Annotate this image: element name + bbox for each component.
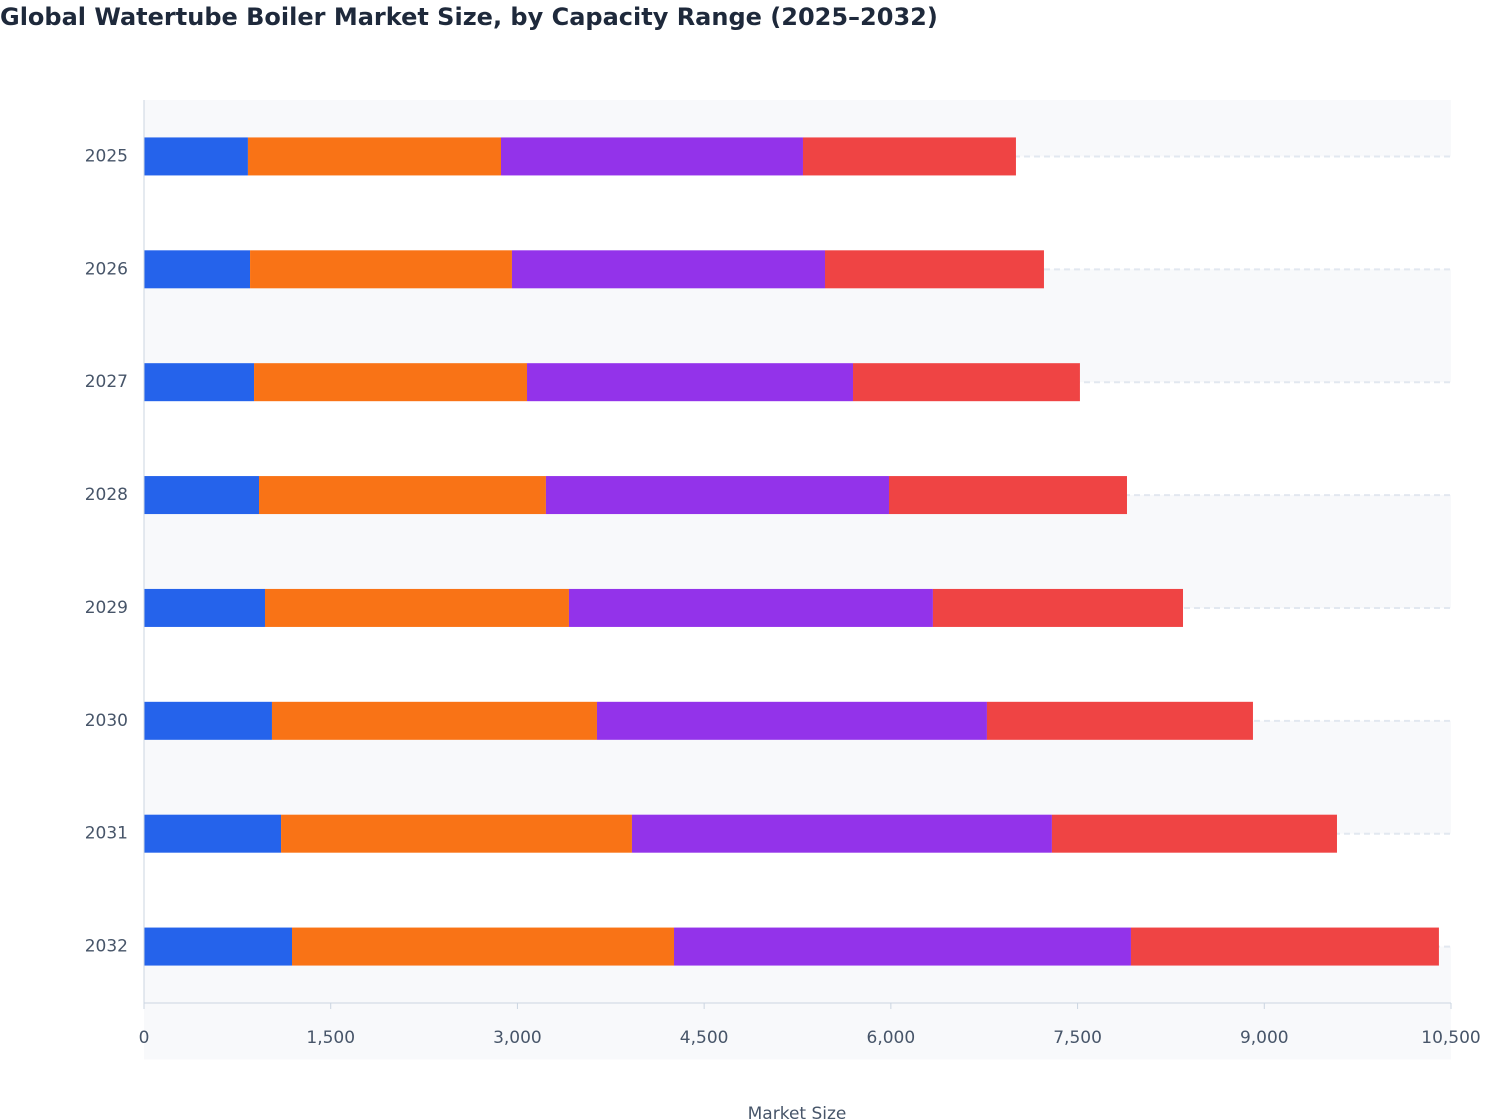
y-tick-label: 2030 bbox=[85, 711, 128, 731]
y-tick-label: 2031 bbox=[85, 824, 128, 844]
bar-segment bbox=[281, 814, 632, 853]
bar-segment bbox=[144, 250, 251, 289]
bar-segment bbox=[247, 137, 501, 176]
bar-segment bbox=[932, 588, 1184, 627]
y-tick-label: 2028 bbox=[85, 485, 128, 505]
bar-segment bbox=[596, 701, 987, 740]
bar-segment bbox=[144, 701, 272, 740]
bar-segment bbox=[825, 250, 1044, 289]
bar-segment bbox=[144, 588, 265, 627]
x-tick-label: 9,000 bbox=[1240, 1028, 1289, 1048]
bar-segment bbox=[1051, 814, 1337, 853]
bar-segment bbox=[292, 927, 675, 966]
x-tick-label: 10,500 bbox=[1421, 1028, 1480, 1048]
bar-segment bbox=[264, 588, 569, 627]
bar-segment bbox=[259, 476, 546, 515]
bar-segment bbox=[250, 250, 512, 289]
x-tick-label: 1,500 bbox=[306, 1028, 355, 1048]
bar-segment bbox=[1130, 927, 1439, 966]
bar-segment bbox=[500, 137, 803, 176]
y-tick-label: 2027 bbox=[85, 372, 128, 392]
y-tick-label: 2026 bbox=[85, 259, 128, 279]
bar-segment bbox=[545, 476, 889, 515]
y-tick-label: 2029 bbox=[85, 598, 128, 618]
y-tick-label: 2032 bbox=[85, 937, 128, 957]
bar-segment bbox=[888, 476, 1127, 515]
bar-segment bbox=[144, 927, 293, 966]
x-tick-label: 0 bbox=[139, 1028, 150, 1048]
bar-segment bbox=[271, 701, 597, 740]
bar-segment bbox=[254, 363, 528, 402]
y-tick-label: 2025 bbox=[85, 146, 128, 166]
bar-segment bbox=[986, 701, 1253, 740]
bar-segment bbox=[568, 588, 933, 627]
bar-segment bbox=[144, 814, 282, 853]
bar-segment bbox=[144, 137, 248, 176]
bar-segment bbox=[674, 927, 1131, 966]
bar-segment bbox=[144, 476, 260, 515]
x-axis-title: Market Size bbox=[748, 1104, 847, 1120]
bar-segment bbox=[853, 363, 1080, 402]
bar-segment bbox=[631, 814, 1052, 853]
x-tick-label: 4,500 bbox=[680, 1028, 729, 1048]
bar-segment bbox=[527, 363, 854, 402]
bar-segment bbox=[511, 250, 826, 289]
bar-segment bbox=[802, 137, 1016, 176]
x-tick-label: 3,000 bbox=[493, 1028, 542, 1048]
bar-segment bbox=[144, 363, 255, 402]
x-tick-label: 6,000 bbox=[867, 1028, 916, 1048]
x-tick-label: 7,500 bbox=[1053, 1028, 1102, 1048]
chart-title: Global Watertube Boiler Market Size, by … bbox=[0, 3, 938, 31]
